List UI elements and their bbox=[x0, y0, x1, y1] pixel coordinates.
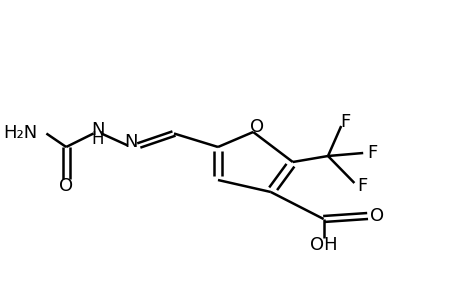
Text: O: O bbox=[249, 118, 263, 136]
Text: OH: OH bbox=[309, 236, 336, 253]
Text: F: F bbox=[357, 177, 367, 195]
Text: F: F bbox=[340, 113, 350, 131]
Text: F: F bbox=[366, 144, 376, 162]
Text: N: N bbox=[91, 122, 104, 140]
Text: O: O bbox=[59, 177, 73, 195]
Text: H: H bbox=[91, 130, 104, 148]
Text: H₂N: H₂N bbox=[3, 124, 38, 142]
Text: O: O bbox=[369, 207, 384, 225]
Text: N: N bbox=[124, 133, 137, 151]
